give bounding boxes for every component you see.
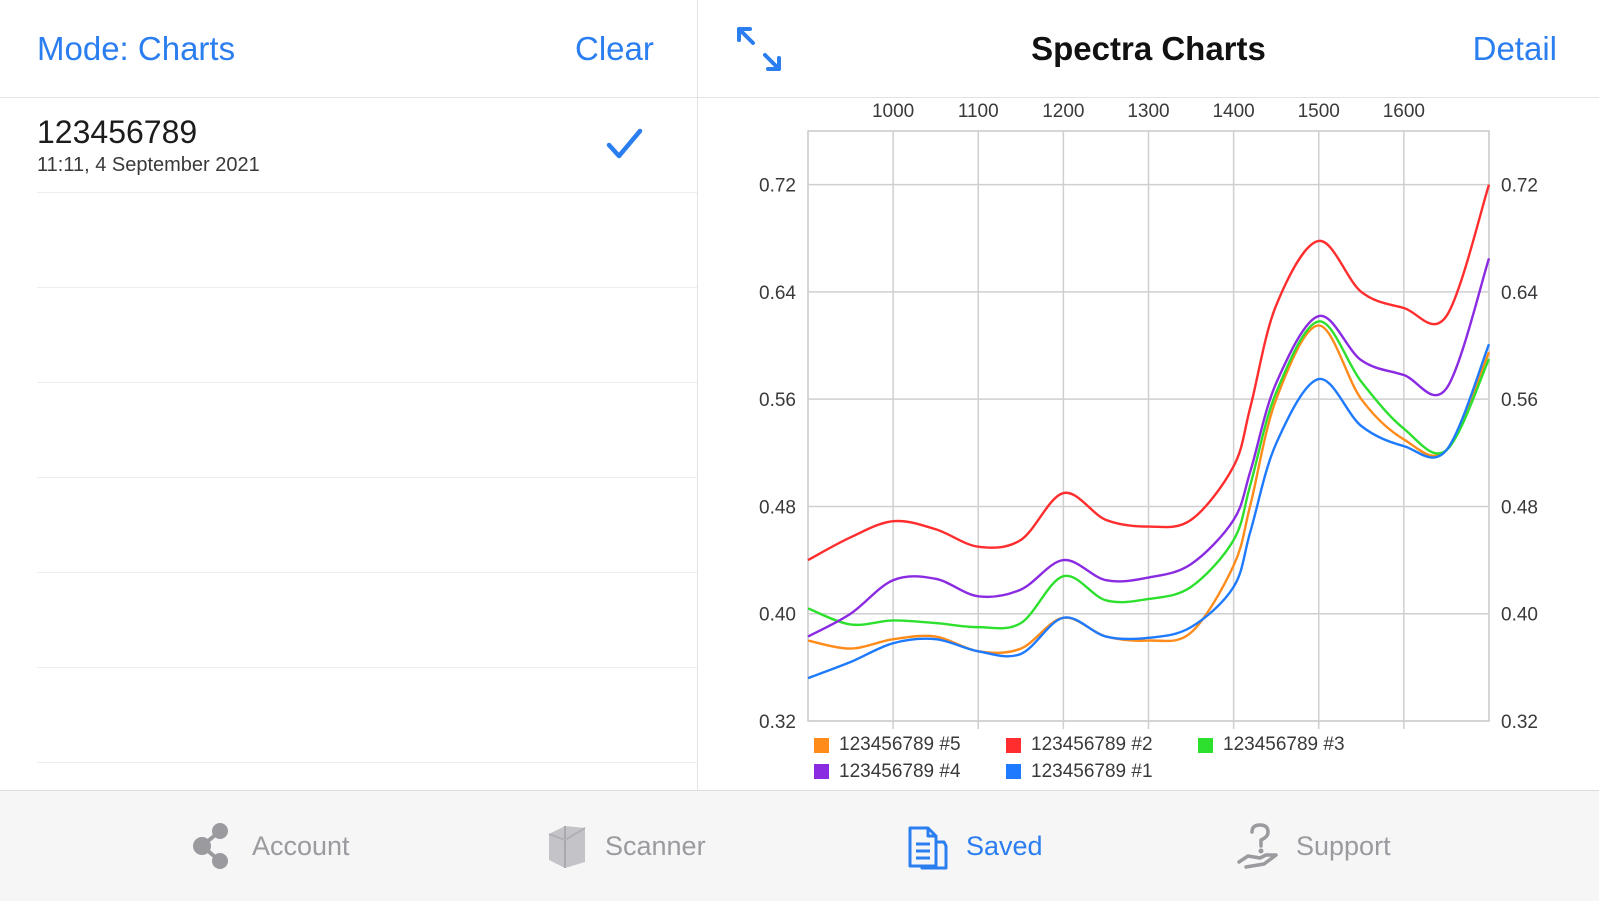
x-tick-label: 1500	[1298, 101, 1340, 122]
list-item-empty	[37, 478, 697, 573]
saved-list-pane: Mode: Charts Clear 123456789 11:11, 4 Se…	[0, 0, 697, 790]
documents-icon	[908, 826, 948, 870]
list-item-empty	[37, 288, 697, 383]
tab-support[interactable]: Support	[1236, 821, 1391, 871]
legend-label: 123456789 #1	[1031, 760, 1153, 782]
help-hand-icon	[1237, 823, 1278, 869]
expand-arrows-icon[interactable]	[734, 24, 784, 74]
tab-saved[interactable]: Saved	[906, 821, 1043, 871]
legend-item: 123456789 #1	[1006, 759, 1198, 785]
x-tick-label: 1400	[1212, 101, 1254, 122]
chart-title: Spectra Charts	[1031, 30, 1266, 67]
left-nav-bar: Mode: Charts Clear	[0, 0, 697, 98]
tab-label: Account	[252, 830, 350, 861]
list-item-empty	[37, 668, 697, 763]
list-item-empty	[37, 383, 697, 478]
y-tick-label-right: 0.56	[1501, 390, 1538, 411]
legend-item: 123456789 #4	[814, 759, 1006, 785]
tab-label: Support	[1296, 830, 1391, 861]
y-tick-label-right: 0.32	[1501, 712, 1538, 733]
x-tick-label: 1100	[958, 101, 999, 122]
y-tick-label-right: 0.48	[1501, 497, 1538, 518]
clear-button[interactable]: Clear	[575, 30, 654, 67]
legend-swatch	[814, 737, 829, 753]
series-line	[807, 184, 1491, 562]
y-tick-label-left: 0.48	[759, 497, 796, 518]
chart-pane: Spectra Charts Detail 1000 1100 1200 1300 14…	[698, 0, 1599, 790]
y-tick-label-left: 0.64	[759, 283, 796, 304]
mode-charts-button[interactable]: Mode: Charts	[37, 30, 236, 67]
legend-label: 123456789 #3	[1223, 734, 1345, 755]
y-tick-label-right: 0.64	[1501, 283, 1538, 304]
legend-swatch	[1006, 764, 1021, 779]
y-tick-label-left: 0.32	[759, 712, 796, 733]
y-tick-label-left: 0.56	[759, 390, 796, 411]
y-tick-label-left: 0.40	[759, 605, 796, 626]
legend-label: 123456789 #2	[1031, 734, 1153, 755]
spectra-chart: 1000 1100 1200 1300 1400 1500 1600 0.32 0.32 0.40…	[759, 101, 1538, 733]
list-item-empty	[37, 573, 697, 668]
legend-item: 123456789 #2	[1006, 732, 1198, 758]
series-line	[807, 258, 1491, 638]
scanner-icon	[548, 826, 586, 868]
tab-label: Scanner	[605, 830, 706, 861]
right-nav-bar: Spectra Charts Detail	[698, 0, 1599, 98]
tab-scanner[interactable]: Scanner	[545, 821, 706, 871]
series-line	[807, 343, 1491, 680]
legend-swatch	[814, 764, 829, 779]
tab-label: Saved	[966, 830, 1043, 861]
legend-label: 123456789 #5	[839, 734, 961, 755]
pane-divider	[697, 0, 698, 790]
series-line	[807, 324, 1491, 654]
legend-swatch	[1006, 737, 1021, 753]
x-tick-label: 1600	[1383, 101, 1425, 122]
tab-bar: Account Scanner Saved Support	[0, 790, 1599, 901]
scan-timestamp: 11:11, 4 September 2021	[37, 154, 260, 176]
chart-legend: 123456789 #5 123456789 #2 123456789 #3 1234…	[814, 732, 1454, 785]
y-tick-label-left: 0.72	[759, 176, 796, 197]
legend-item: 123456789 #3	[1198, 732, 1390, 758]
y-tick-label-right: 0.72	[1501, 176, 1538, 197]
y-tick-label-right: 0.40	[1501, 605, 1538, 626]
legend-swatch	[1198, 737, 1213, 753]
saved-scans-list: 123456789 11:11, 4 September 2021	[0, 98, 697, 763]
checkmark-icon	[606, 128, 643, 159]
x-tick-label: 1300	[1127, 101, 1169, 122]
legend-item: 123456789 #5	[814, 732, 1006, 758]
list-item[interactable]: 123456789 11:11, 4 September 2021	[37, 98, 697, 193]
scan-title: 123456789	[37, 114, 198, 150]
x-tick-label: 1000	[872, 101, 914, 122]
x-tick-label: 1200	[1042, 101, 1084, 122]
list-item-empty	[37, 193, 697, 288]
series-line	[807, 320, 1491, 630]
share-icon	[193, 823, 228, 869]
tab-account[interactable]: Account	[192, 821, 350, 871]
legend-label: 123456789 #4	[839, 760, 961, 782]
detail-button[interactable]: Detail	[1472, 30, 1557, 67]
